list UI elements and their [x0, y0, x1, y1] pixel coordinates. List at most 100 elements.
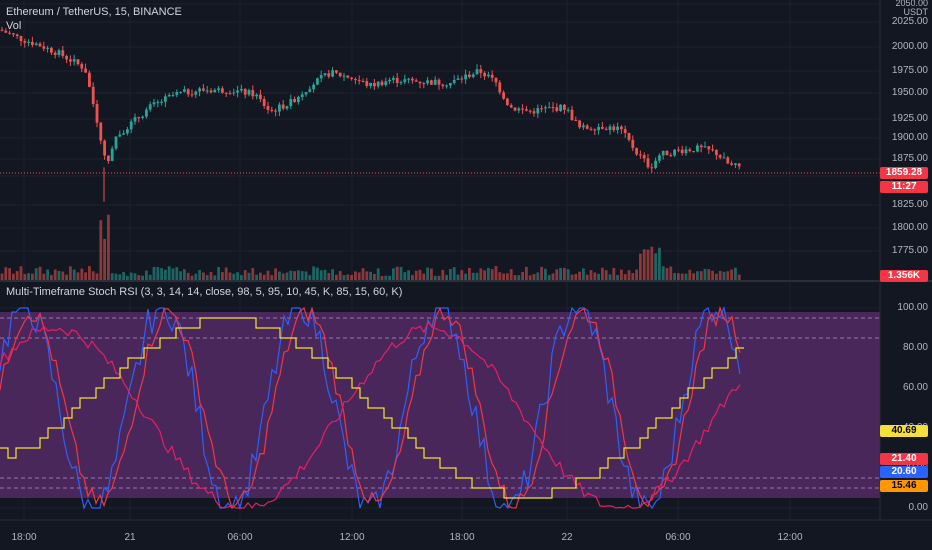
candle-body — [411, 78, 414, 81]
candle-body — [737, 163, 741, 167]
candle-body — [46, 47, 49, 49]
volume-bar — [342, 275, 346, 280]
volume-bar — [31, 273, 34, 280]
indicator-tick-label: 80.00 — [902, 342, 928, 353]
volume-bar — [673, 273, 676, 280]
candle-body — [555, 107, 559, 111]
candle-body — [133, 117, 137, 122]
volume-bar — [677, 273, 680, 280]
candle-body — [342, 75, 346, 77]
volume-bar — [612, 267, 616, 280]
indicator-tick-label: 100.00 — [897, 302, 928, 313]
volume-bar — [251, 268, 255, 280]
candle-body — [285, 105, 289, 109]
volume-bar — [528, 275, 532, 280]
candle-body — [319, 75, 323, 79]
volume-bar — [194, 273, 198, 280]
candle-body — [167, 95, 171, 97]
candle-body — [513, 107, 517, 111]
candle-body — [730, 163, 733, 165]
volume-bar — [266, 270, 270, 280]
candle-body — [156, 101, 160, 103]
volume-bar — [133, 273, 137, 280]
candle-body — [50, 47, 53, 53]
volume-bar — [376, 268, 380, 280]
volume-bar — [631, 273, 635, 280]
volume-bar — [688, 269, 692, 280]
volume-bar — [388, 275, 391, 280]
volume-bar — [707, 269, 711, 280]
volume-bar — [61, 271, 65, 280]
volume-label[interactable]: Vol — [6, 20, 22, 32]
volume-bar — [582, 268, 585, 280]
volume-bar — [384, 275, 388, 280]
volume-bar — [414, 270, 418, 280]
volume-bar — [232, 273, 236, 280]
volume-bar — [145, 270, 148, 280]
volume-bar — [76, 272, 80, 280]
candle-body — [369, 83, 372, 87]
candle-body — [76, 59, 80, 65]
candle-body — [202, 88, 205, 91]
volume-bar — [593, 272, 597, 280]
candle-body — [240, 88, 243, 91]
volume-bar — [513, 275, 517, 280]
volume-bar — [737, 274, 741, 280]
candle-body — [726, 157, 730, 164]
candle-body — [88, 72, 91, 87]
candle-body — [696, 145, 699, 152]
volume-bar — [692, 273, 695, 280]
volume-bar — [654, 253, 657, 280]
candle-body — [198, 88, 201, 92]
candle-body — [23, 40, 27, 43]
volume-bar — [274, 268, 277, 280]
candle-body — [361, 80, 365, 82]
volume-bar — [167, 266, 171, 280]
volume-bar — [281, 273, 285, 280]
volume-bar — [80, 268, 84, 280]
volume-bar — [183, 269, 186, 280]
candle-body — [623, 129, 627, 133]
symbol-title[interactable]: Ethereum / TetherUS, 15, BINANCE — [6, 6, 182, 18]
volume-bar — [278, 271, 281, 280]
candle-body — [544, 107, 547, 109]
candle-body — [692, 151, 695, 153]
volume-bar — [479, 268, 483, 280]
candle-body — [445, 85, 448, 87]
volume-bar — [114, 273, 118, 280]
volume-bar — [304, 271, 308, 280]
candle-body — [418, 81, 422, 84]
candle-body — [243, 88, 247, 95]
volume-bar — [156, 267, 160, 280]
indicator-title[interactable]: Multi-Timeframe Stoch RSI (3, 3, 14, 14,… — [6, 286, 403, 298]
price-tick-label: 2050.00 — [895, 0, 928, 8]
candle-body — [414, 80, 418, 82]
candle-body — [209, 90, 213, 93]
candle-body — [27, 41, 30, 43]
candle-body — [521, 108, 524, 110]
volume-bar — [42, 273, 46, 280]
volume-bar — [525, 266, 528, 280]
candle-body — [441, 84, 445, 86]
candle-body — [247, 90, 251, 95]
candle-body — [12, 33, 15, 35]
candle-body — [103, 140, 106, 156]
candle-body — [677, 149, 680, 151]
volume-bar — [289, 270, 293, 280]
candle-body — [323, 73, 327, 76]
candle-body — [669, 155, 673, 157]
candle-body — [91, 86, 95, 105]
candle-body — [582, 125, 585, 128]
candle-body — [475, 69, 479, 75]
volume-bar — [502, 273, 505, 280]
volume-bar — [19, 266, 23, 280]
volume-bar — [152, 266, 156, 280]
volume-bar — [403, 272, 407, 280]
volume-bar — [346, 274, 350, 280]
volume-bar — [639, 253, 642, 280]
time-tick-label: 06:00 — [227, 532, 253, 543]
candle-body — [707, 146, 711, 150]
candle-body — [42, 46, 46, 49]
candle-body — [684, 149, 688, 154]
